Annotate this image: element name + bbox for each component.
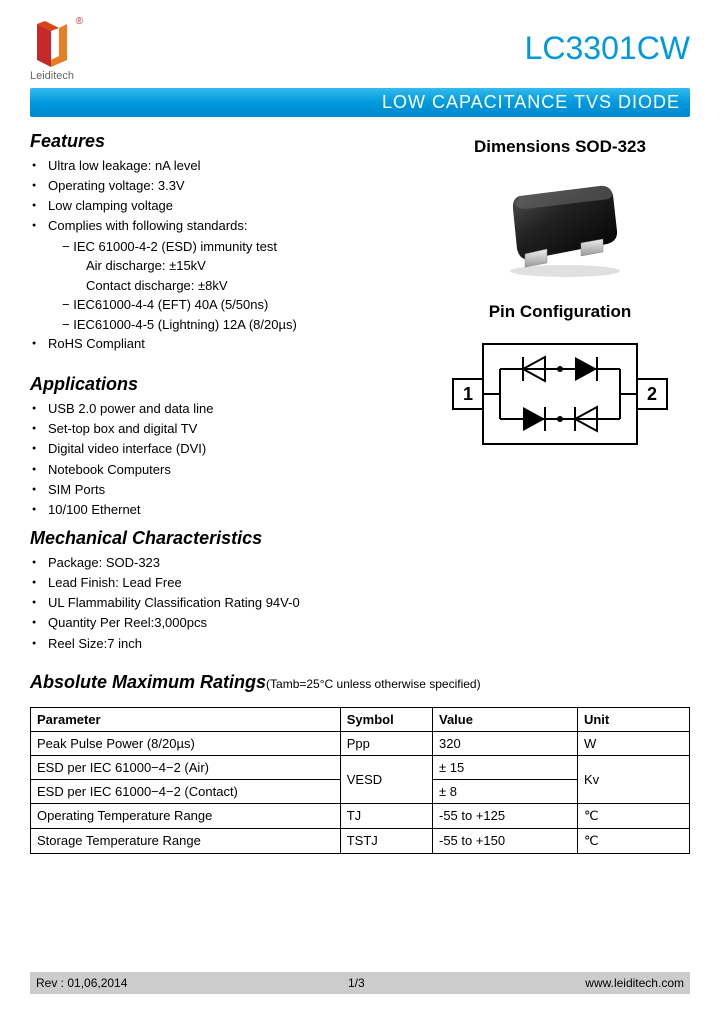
table-row: Storage Temperature Range TSTJ -55 to +1… (31, 828, 690, 853)
brand-name: Leiditech (30, 70, 74, 82)
list-item: IEC61000-4-5 (Lightning) 12A (8/20µs) (62, 315, 410, 335)
cell-unit: W (577, 731, 689, 755)
list-item: SIM Ports (48, 480, 410, 500)
col-parameter: Parameter (31, 707, 341, 731)
list-item: Set-top box and digital TV (48, 419, 410, 439)
cell-symbol: VESD (340, 755, 432, 803)
standards-sublist: IEC 61000-4-2 (ESD) immunity test Air di… (48, 237, 410, 335)
pin-config-diagram: 1 2 (430, 334, 690, 457)
esd-sublist: Air discharge: ±15kV Contact discharge: … (62, 256, 410, 295)
amr-note: (Tamb=25°C unless otherwise specified) (266, 677, 481, 691)
col-symbol: Symbol (340, 707, 432, 731)
cell-value: ± 15 (432, 755, 577, 779)
amr-heading: Absolute Maximum Ratings (30, 672, 266, 692)
cell-param: Storage Temperature Range (31, 828, 341, 853)
cell-param: ESD per IEC 61000−4−2 (Contact) (31, 779, 341, 803)
features-list: Ultra low leakage: nA level Operating vo… (30, 156, 410, 354)
list-item: IEC61000-4-4 (EFT) 40A (5/50ns) (62, 295, 410, 315)
list-item: USB 2.0 power and data line (48, 399, 410, 419)
table-row: Operating Temperature Range TJ -55 to +1… (31, 803, 690, 828)
list-item: Package: SOD-323 (48, 553, 410, 573)
cell-unit: ℃ (577, 828, 689, 853)
cell-value: -55 to +125 (432, 803, 577, 828)
header: ® Leiditech LC3301CW (30, 20, 690, 82)
list-item: Notebook Computers (48, 460, 410, 480)
applications-heading: Applications (30, 374, 410, 395)
table-row: Peak Pulse Power (8/20µs) Ppp 320 W (31, 731, 690, 755)
features-heading: Features (30, 131, 410, 152)
cell-param: Operating Temperature Range (31, 803, 341, 828)
footer-rev: Rev : 01,06,2014 (36, 976, 127, 990)
mechanical-heading: Mechanical Characteristics (30, 528, 410, 549)
cell-value: 320 (432, 731, 577, 755)
table-header-row: Parameter Symbol Value Unit (31, 707, 690, 731)
package-image (430, 171, 690, 284)
col-value: Value (432, 707, 577, 731)
list-item: Reel Size:7 inch (48, 634, 410, 654)
list-item: IEC 61000-4-2 (ESD) immunity test Air di… (62, 237, 410, 296)
list-item: Operating voltage: 3.3V (48, 176, 410, 196)
list-item: Low clamping voltage (48, 196, 410, 216)
footer-url: www.leiditech.com (585, 976, 684, 990)
pin1-label: 1 (463, 384, 473, 404)
subtitle-bar: LOW CAPACITANCE TVS DIODE (30, 88, 690, 117)
registered-mark: ® (76, 16, 83, 27)
footer: Rev : 01,06,2014 1/3 www.leiditech.com (30, 972, 690, 994)
list-item: Contact discharge: ±8kV (86, 276, 410, 296)
list-item: Ultra low leakage: nA level (48, 156, 410, 176)
list-item: Lead Finish: Lead Free (48, 573, 410, 593)
list-item: UL Flammability Classification Rating 94… (48, 593, 410, 613)
pin-config-heading: Pin Configuration (430, 302, 690, 322)
left-column: Features Ultra low leakage: nA level Ope… (30, 131, 410, 662)
list-item: Digital video interface (DVI) (48, 439, 410, 459)
dimensions-heading: Dimensions SOD-323 (430, 137, 690, 157)
list-item: Complies with following standards: IEC 6… (48, 216, 410, 334)
main-content: Features Ultra low leakage: nA level Ope… (30, 131, 690, 662)
table-row: ESD per IEC 61000−4−2 (Air) VESD ± 15 Kv (31, 755, 690, 779)
cell-symbol: Ppp (340, 731, 432, 755)
list-item-label: IEC 61000-4-2 (ESD) immunity test (73, 239, 277, 254)
list-item: Quantity Per Reel:3,000pcs (48, 613, 410, 633)
right-column: Dimensions SOD-323 (430, 131, 690, 662)
pin2-label: 2 (647, 384, 657, 404)
cell-unit: Kv (577, 755, 689, 803)
logo-icon: ® (31, 20, 73, 68)
cell-symbol: TJ (340, 803, 432, 828)
cell-param: Peak Pulse Power (8/20µs) (31, 731, 341, 755)
col-unit: Unit (577, 707, 689, 731)
mechanical-list: Package: SOD-323 Lead Finish: Lead Free … (30, 553, 410, 654)
list-item: RoHS Compliant (48, 334, 410, 354)
cell-value: ± 8 (432, 779, 577, 803)
list-item-label: Complies with following standards: (48, 218, 247, 233)
logo: ® Leiditech (30, 20, 74, 82)
applications-list: USB 2.0 power and data line Set-top box … (30, 399, 410, 520)
footer-page: 1/3 (348, 976, 365, 990)
cell-value: -55 to +150 (432, 828, 577, 853)
list-item: 10/100 Ethernet (48, 500, 410, 520)
ratings-table: Parameter Symbol Value Unit Peak Pulse P… (30, 707, 690, 854)
cell-symbol: TSTJ (340, 828, 432, 853)
cell-param: ESD per IEC 61000−4−2 (Air) (31, 755, 341, 779)
cell-unit: ℃ (577, 803, 689, 828)
list-item: Air discharge: ±15kV (86, 256, 410, 276)
part-number: LC3301CW (525, 30, 690, 67)
amr-section: Absolute Maximum Ratings(Tamb=25°C unles… (30, 672, 690, 693)
